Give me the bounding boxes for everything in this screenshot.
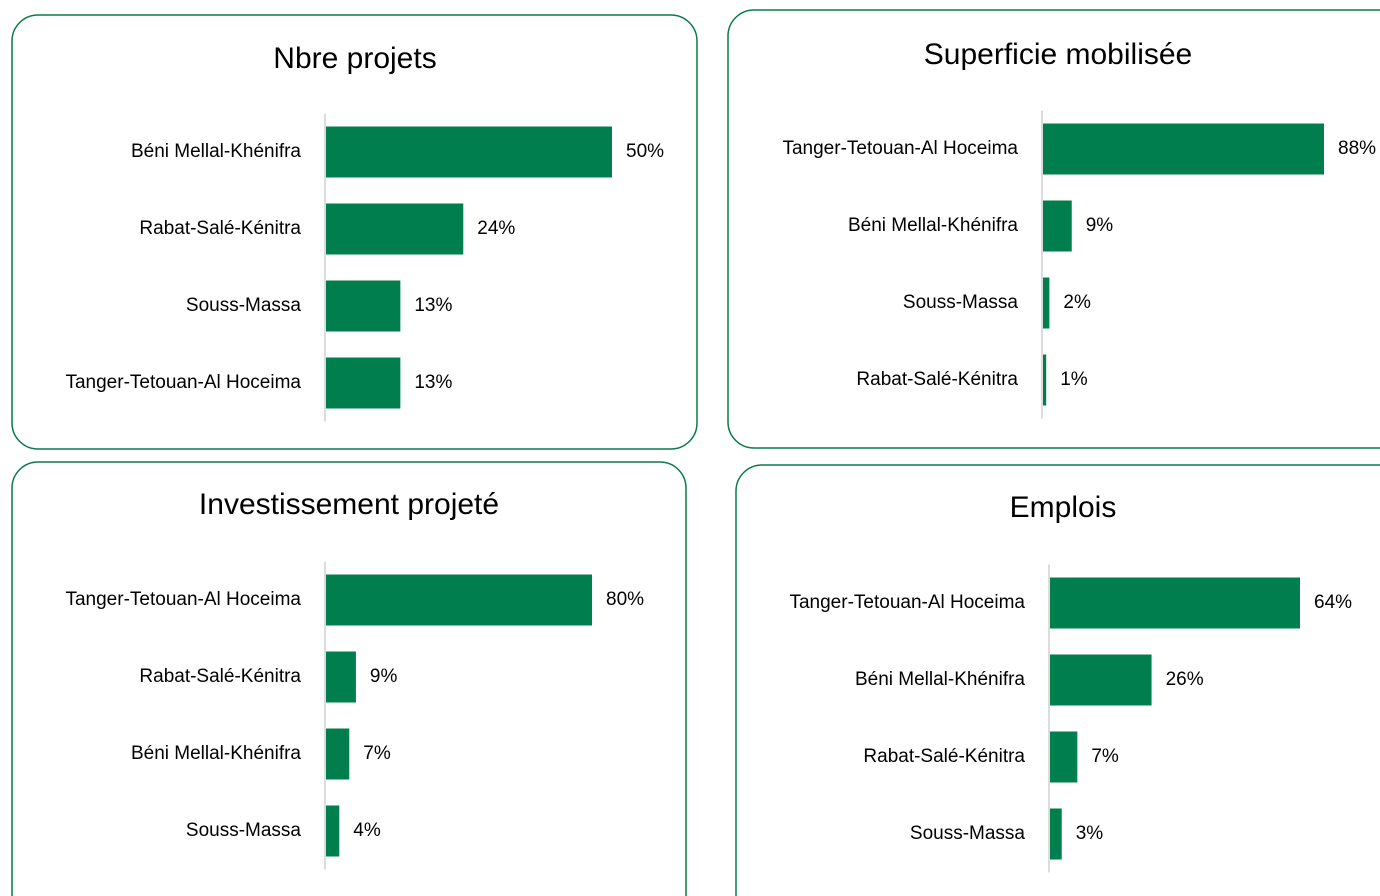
bar bbox=[326, 651, 356, 703]
panel bbox=[735, 464, 1380, 896]
bar bbox=[1043, 354, 1047, 406]
category-label: Rabat-Salé-Kénitra bbox=[856, 369, 1018, 390]
category-label: Souss-Massa bbox=[903, 292, 1019, 313]
value-label: 1% bbox=[1060, 369, 1088, 390]
category-label: Tanger-Tetouan-Al Hoceima bbox=[65, 372, 301, 393]
value-label: 13% bbox=[414, 295, 452, 316]
category-label: Béni Mellal-Khénifra bbox=[131, 141, 301, 162]
value-label: 88% bbox=[1338, 138, 1376, 159]
category-label: Souss-Massa bbox=[910, 823, 1026, 844]
category-label: Rabat-Salé-Kénitra bbox=[863, 746, 1025, 767]
bar bbox=[1050, 654, 1152, 706]
value-label: 24% bbox=[477, 218, 515, 239]
value-label: 26% bbox=[1166, 669, 1204, 690]
category-label: Tanger-Tetouan-Al Hoceima bbox=[65, 589, 301, 610]
value-label: 80% bbox=[606, 589, 644, 610]
bar bbox=[1050, 808, 1062, 860]
panel bbox=[11, 14, 698, 450]
panel bbox=[11, 461, 687, 896]
value-label: 9% bbox=[1086, 215, 1114, 236]
category-label: Tanger-Tetouan-Al Hoceima bbox=[782, 138, 1018, 159]
category-label: Souss-Massa bbox=[186, 295, 302, 316]
bar bbox=[326, 357, 401, 409]
category-label: Souss-Massa bbox=[186, 820, 302, 841]
value-label: 4% bbox=[353, 820, 381, 841]
value-label: 3% bbox=[1076, 823, 1104, 844]
value-label: 13% bbox=[414, 372, 452, 393]
category-label: Béni Mellal-Khénifra bbox=[848, 215, 1018, 236]
bar bbox=[1050, 731, 1078, 783]
chart-title: Emplois bbox=[1010, 491, 1117, 524]
bar bbox=[1050, 577, 1300, 629]
category-label: Rabat-Salé-Kénitra bbox=[139, 666, 301, 687]
value-label: 50% bbox=[626, 141, 664, 162]
bar bbox=[326, 728, 350, 780]
category-label: Béni Mellal-Khénifra bbox=[131, 743, 301, 764]
bar bbox=[326, 574, 592, 626]
chart-title: Superficie mobilisée bbox=[924, 38, 1192, 71]
chart-title: Investissement projeté bbox=[199, 488, 499, 521]
bar bbox=[326, 126, 612, 178]
chart-title: Nbre projets bbox=[273, 42, 436, 75]
bar bbox=[1043, 277, 1050, 329]
category-label: Tanger-Tetouan-Al Hoceima bbox=[789, 592, 1025, 613]
category-label: Rabat-Salé-Kénitra bbox=[139, 218, 301, 239]
bar bbox=[326, 280, 401, 332]
bar bbox=[326, 805, 340, 857]
category-label: Béni Mellal-Khénifra bbox=[855, 669, 1025, 690]
value-label: 2% bbox=[1063, 292, 1091, 313]
bar bbox=[1043, 200, 1072, 252]
bar bbox=[326, 203, 464, 255]
value-label: 7% bbox=[1091, 746, 1119, 767]
bar bbox=[1043, 123, 1324, 175]
panel bbox=[727, 9, 1380, 449]
value-label: 7% bbox=[363, 743, 391, 764]
value-label: 64% bbox=[1314, 592, 1352, 613]
value-label: 9% bbox=[370, 666, 398, 687]
